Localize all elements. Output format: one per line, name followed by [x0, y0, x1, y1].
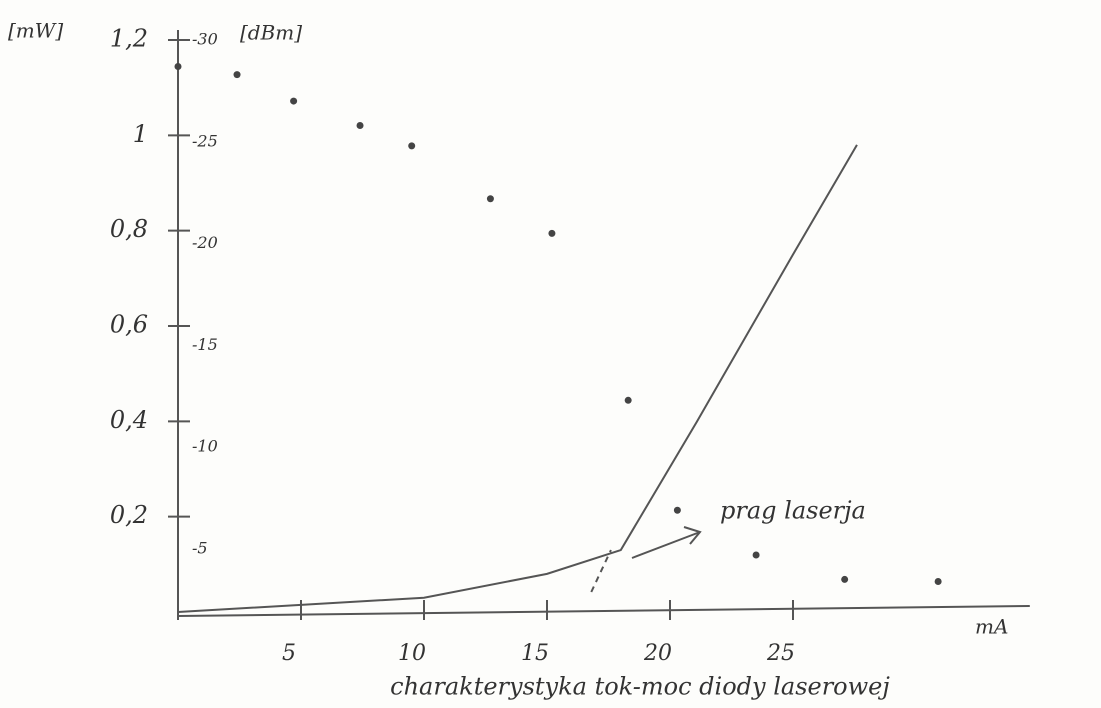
- y2-tick-label: -15: [192, 335, 218, 354]
- dbm-point: [357, 122, 364, 129]
- caption: charakterystyka tok-moc diody laserowej: [390, 673, 890, 701]
- y-tick-label: 0,6: [110, 311, 148, 339]
- y-tick-label: 0,2: [110, 501, 148, 529]
- dbm-point: [674, 507, 681, 514]
- dbm-point: [841, 576, 848, 583]
- x-tick-label: 15: [521, 641, 549, 666]
- dbm-point: [175, 63, 182, 70]
- x-tick-label: 10: [398, 641, 426, 666]
- x-tick-label: 5: [282, 641, 296, 666]
- y-tick-label: 0,4: [110, 406, 148, 434]
- dbm-point: [753, 552, 760, 559]
- dbm-point: [548, 230, 555, 237]
- y2-tick-label: -20: [192, 233, 218, 252]
- x-tick-label: 20: [643, 641, 672, 666]
- dbm-point: [408, 142, 415, 149]
- y2-axis-label: [dBm]: [240, 21, 302, 45]
- y2-tick-label: -30: [192, 30, 218, 49]
- x-tick-label: 25: [766, 641, 795, 666]
- dbm-point: [935, 578, 942, 585]
- y2-tick-label: -25: [192, 131, 218, 150]
- dbm-point: [487, 195, 494, 202]
- y-tick-label: 1,2: [110, 25, 148, 53]
- y-axis-label: [mW]: [8, 19, 63, 43]
- y2-tick-label: -5: [192, 538, 208, 557]
- dbm-point: [625, 397, 632, 404]
- annotation: prag laserja: [720, 497, 866, 525]
- dbm-point: [290, 98, 297, 105]
- y2-tick-label: -10: [192, 437, 218, 456]
- power-curve: [178, 145, 857, 612]
- dbm-point: [234, 71, 241, 78]
- chart: [mW] [dBm] mA prag laserja charakterysty…: [0, 0, 1101, 708]
- x-axis: [178, 606, 1030, 616]
- x-axis-label: mA: [975, 615, 1008, 639]
- y-tick-label: 0,8: [110, 215, 148, 243]
- annotation-arrow: [632, 527, 700, 558]
- y-tick-label: 1: [133, 120, 148, 148]
